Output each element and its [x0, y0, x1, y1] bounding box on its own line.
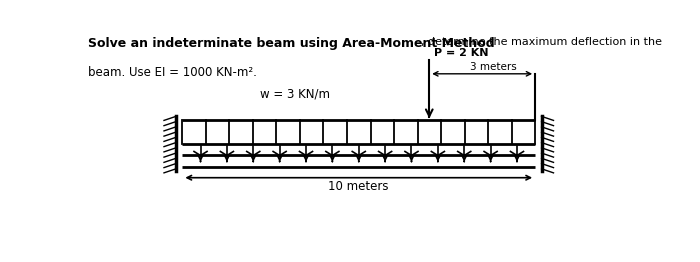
Text: , determine the maximum deflection in the: , determine the maximum deflection in th… — [421, 37, 662, 47]
Text: Solve an indeterminate beam using Area-Moment Method: Solve an indeterminate beam using Area-M… — [88, 37, 494, 51]
Text: 3 meters: 3 meters — [470, 62, 517, 72]
Text: w = 3 KN/m: w = 3 KN/m — [260, 87, 330, 100]
Text: P = 2 KN: P = 2 KN — [433, 48, 488, 58]
Text: beam. Use EI = 1000 KN-m².: beam. Use EI = 1000 KN-m². — [88, 66, 256, 79]
Text: 10 meters: 10 meters — [328, 180, 389, 193]
